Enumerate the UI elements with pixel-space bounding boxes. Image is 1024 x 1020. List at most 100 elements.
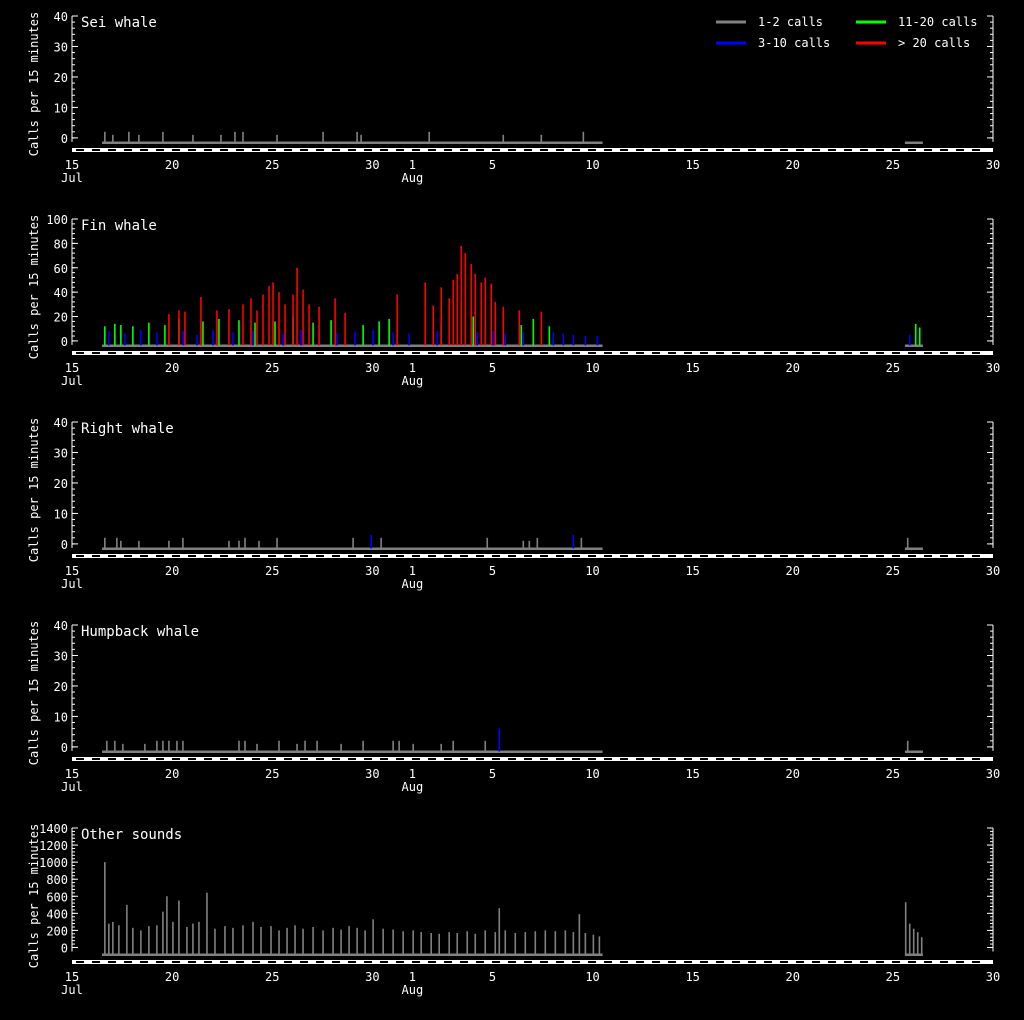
bar [294, 925, 296, 955]
y-axis-label: Calls per 15 minutes [27, 418, 41, 563]
time-bar-dash [236, 555, 244, 557]
bar [218, 318, 220, 346]
time-bar-dash [940, 758, 948, 760]
bar [278, 292, 280, 346]
time-bar-dash [684, 758, 692, 760]
time-bar-dash [188, 149, 196, 151]
time-bar-dash [524, 352, 532, 354]
time-bar-dash [812, 758, 820, 760]
bar [260, 926, 262, 955]
time-bar-dash [332, 352, 340, 354]
time-bar-dash [620, 555, 628, 557]
time-bar-dash [460, 352, 468, 354]
time-bar-dash [956, 758, 964, 760]
time-bar-dash [668, 149, 676, 151]
bar [322, 930, 324, 955]
time-bar-dash [572, 555, 580, 557]
time-bar-dash [764, 149, 772, 151]
bar [278, 740, 280, 752]
time-bar-dash [716, 149, 724, 151]
time-bar-dash [396, 961, 404, 963]
time-bar-dash [396, 758, 404, 760]
bar [336, 333, 338, 346]
time-bar-dash [316, 352, 324, 354]
bar [918, 327, 921, 346]
bar [302, 289, 304, 346]
time-bar-dash [924, 961, 932, 963]
bar [906, 740, 909, 752]
month-label: Jul [61, 780, 83, 794]
time-bar-dash [796, 758, 804, 760]
bar [432, 305, 434, 346]
bar [242, 925, 244, 955]
bar [276, 537, 278, 549]
bar [238, 540, 240, 549]
bar [162, 911, 164, 955]
bar [228, 540, 230, 549]
recording-coverage [904, 750, 923, 753]
time-bar-dash [588, 555, 596, 557]
bar [156, 740, 158, 752]
date-tick-label: 10 [585, 158, 599, 172]
time-bar-dash [412, 352, 420, 354]
time-bar-dash [476, 149, 484, 151]
time-bar-dash [940, 961, 948, 963]
y-tick-label: 0 [61, 538, 68, 552]
time-bar-dash [700, 961, 708, 963]
bar [572, 534, 575, 549]
time-bar-dash [668, 961, 676, 963]
time-bar-dash [204, 961, 212, 963]
time-bar-dash [588, 961, 596, 963]
date-tick-label: 5 [489, 767, 496, 781]
bar [518, 310, 521, 346]
bar [276, 134, 278, 143]
time-bar-dash [428, 961, 436, 963]
bar [312, 322, 314, 346]
bar [132, 927, 134, 955]
bar [212, 329, 214, 346]
bar [378, 321, 380, 346]
time-bar-dash [188, 961, 196, 963]
time-bar-dash [748, 555, 756, 557]
time-bar-dash [460, 149, 468, 151]
time-bar-dash [892, 352, 900, 354]
date-tick-label: 5 [489, 564, 496, 578]
bar [304, 740, 306, 752]
bar [316, 740, 318, 752]
y-tick-label: 20 [54, 311, 68, 325]
time-bar-dash [812, 149, 820, 151]
time-bar-dash [332, 555, 340, 557]
bar [362, 325, 364, 346]
time-bar-dash [92, 352, 100, 354]
time-bar-dash [108, 149, 116, 151]
time-bar-dash [204, 555, 212, 557]
date-tick-label: 25 [886, 564, 900, 578]
time-bar-dash [556, 149, 564, 151]
time-bar-dash [220, 149, 228, 151]
date-tick-label: 30 [986, 767, 1000, 781]
time-bar-dash [492, 149, 500, 151]
time-bar-dash [844, 352, 852, 354]
panel-fin-whale: Fin whale Calls per 15 minutes 0 20 40 60 80 10… [27, 213, 1000, 388]
time-bar-dash [92, 961, 100, 963]
date-tick-label: 20 [165, 767, 179, 781]
bar [578, 914, 581, 955]
bar [466, 931, 469, 955]
time-bar-dash [284, 555, 292, 557]
recording-coverage [102, 953, 603, 956]
time-bar-dash [588, 758, 596, 760]
time-bar-dash [492, 352, 500, 354]
time-bar-dash [364, 555, 372, 557]
time-bar-dash [348, 555, 356, 557]
bar [476, 332, 479, 346]
time-bar-dash [908, 555, 916, 557]
time-bar-dash [76, 961, 84, 963]
legend-label-1-2-calls: 1-2 calls [758, 15, 823, 29]
y-tick-label: 40 [54, 10, 68, 24]
bar [120, 540, 122, 549]
time-bar-dash [764, 961, 772, 963]
y-tick-label: 20 [54, 680, 68, 694]
bar [200, 297, 202, 346]
bar [104, 326, 106, 346]
bar [362, 740, 364, 752]
